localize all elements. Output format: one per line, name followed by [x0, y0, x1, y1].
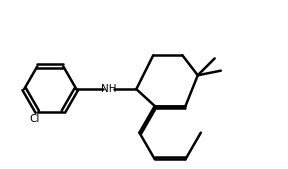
Text: NH: NH: [101, 84, 116, 94]
Text: Cl: Cl: [29, 114, 39, 124]
